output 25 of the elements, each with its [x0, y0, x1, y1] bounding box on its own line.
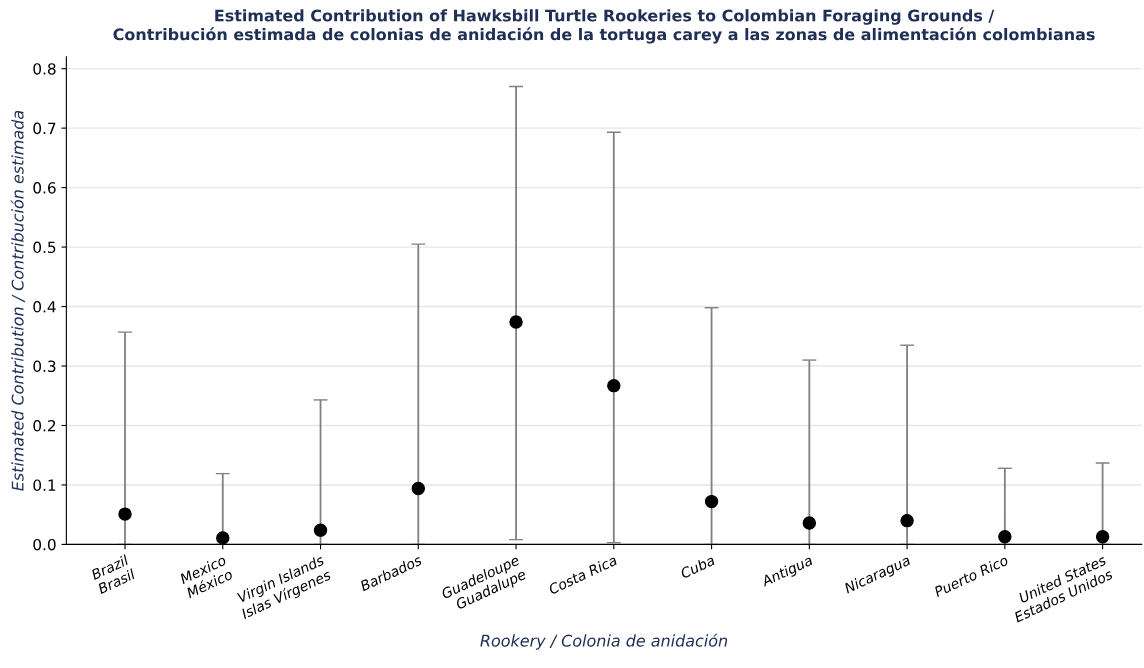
y-tick-label: 0.0 — [33, 538, 56, 551]
y-tick-label: 0.1 — [33, 479, 56, 491]
point — [998, 529, 1012, 544]
point — [704, 494, 719, 509]
x-tick-label: Costa Rica — [547, 554, 618, 595]
y-tick-label: 0.8 — [33, 63, 56, 75]
point — [313, 523, 328, 537]
point — [1095, 529, 1110, 544]
chart-title: Estimated Contribution of Hawksbill Turtle Rookeries to Colombian Foraging Grounds / Contribución estimada de colonias de anidación de la tortuga carey a las zonas de alimentación colombianas — [113, 9, 1095, 44]
y-tick-label: 0.3 — [33, 360, 56, 373]
y-tick-label: 0.6 — [33, 182, 56, 194]
point — [411, 481, 425, 496]
point — [802, 516, 817, 530]
point — [118, 507, 132, 521]
y-axis-title: Estimated Contribution / Contribución estimada — [10, 110, 25, 491]
point — [216, 531, 230, 545]
y-tick-label: 0.7 — [33, 122, 56, 135]
x-axis-title: Rookery / Colonia de anidación — [480, 633, 728, 650]
x-tick-label: Cuba — [679, 554, 716, 579]
y-tick-label: 0.2 — [33, 419, 56, 432]
point — [509, 315, 523, 329]
point — [900, 513, 914, 528]
point — [607, 378, 621, 393]
y-tick-label: 0.4 — [33, 301, 56, 313]
y-tick-label: 0.5 — [33, 241, 56, 254]
